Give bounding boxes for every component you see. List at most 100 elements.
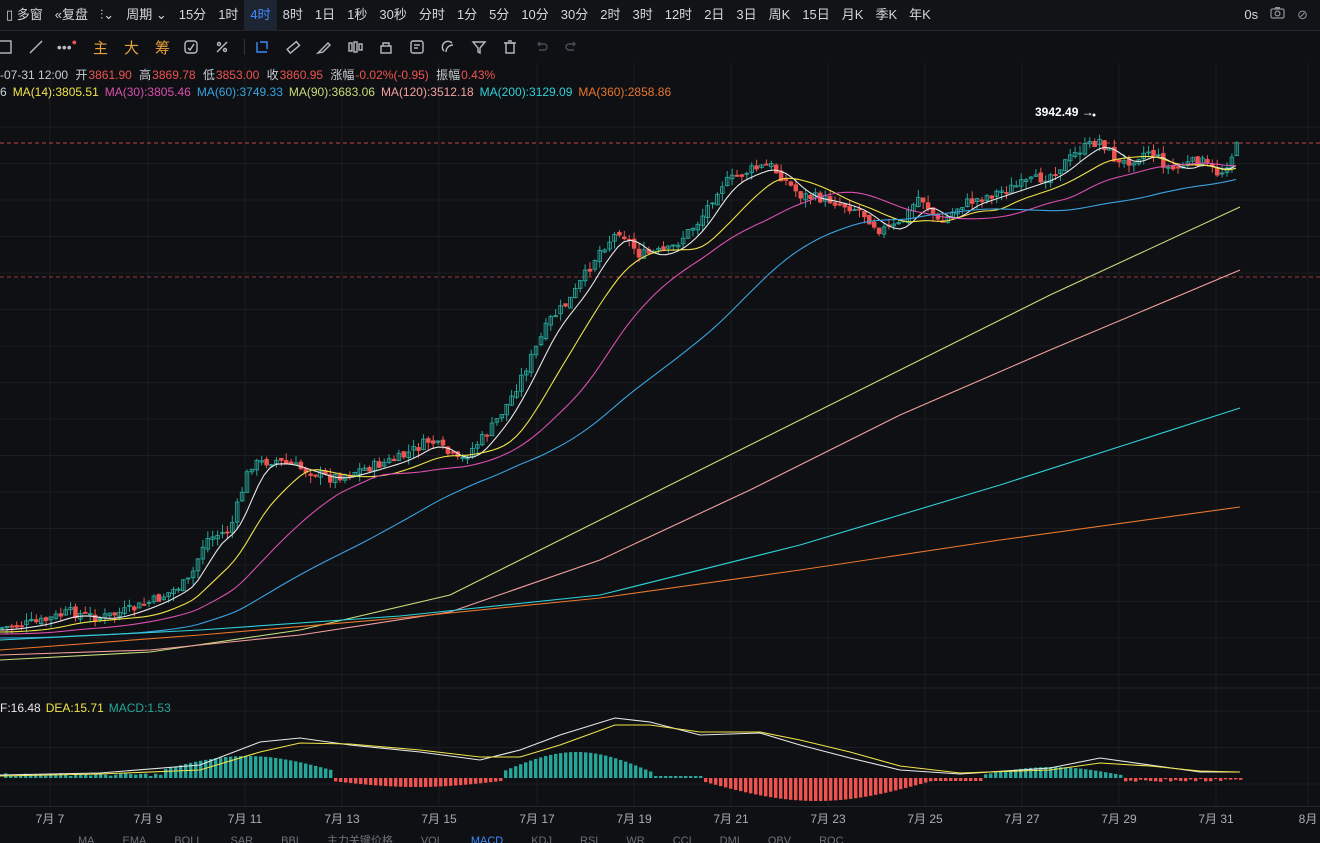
indicator-tab[interactable]: WR <box>626 835 645 843</box>
filter-icon[interactable] <box>466 31 492 63</box>
magnet-icon[interactable] <box>435 31 461 63</box>
candle-body <box>920 197 926 203</box>
candle-body <box>979 199 985 202</box>
time-axis[interactable]: 7月 7 7月 9 7月 11 7月 13 7月 15 7月 17 7月 19 7月 21 7月… <box>0 806 1320 829</box>
macd-bar <box>569 752 573 778</box>
candle-tool-icon[interactable] <box>342 31 368 63</box>
macd-bar <box>1059 767 1063 778</box>
interval-17[interactable]: 周K <box>768 7 791 22</box>
interval-21[interactable]: 年K <box>909 7 931 22</box>
macd-bar <box>254 756 258 778</box>
sync-icon[interactable] <box>178 31 204 63</box>
interval-14[interactable]: 12时 <box>664 7 693 22</box>
interval-11[interactable]: 30分 <box>560 7 589 22</box>
interval-20[interactable]: 季K <box>875 7 898 22</box>
big-order-button[interactable]: 大 <box>124 39 140 57</box>
candle-body <box>151 595 157 603</box>
interval-8[interactable]: 1分 <box>456 7 478 22</box>
interval-9[interactable]: 5分 <box>489 7 510 22</box>
interval-12[interactable]: 2时 <box>600 7 621 22</box>
candle-body <box>239 491 245 502</box>
main-indicator-button[interactable]: 主 <box>93 39 109 57</box>
interval-0[interactable]: 15分 <box>178 7 207 22</box>
candle-body <box>925 202 931 210</box>
settings-icon[interactable]: ⊘ <box>1297 7 1308 22</box>
brush-tool-icon[interactable] <box>311 31 337 63</box>
note-icon[interactable] <box>404 31 430 63</box>
candle-body <box>1112 146 1117 162</box>
interval-15[interactable]: 2日 <box>704 7 725 22</box>
interval-13[interactable]: 3时 <box>632 7 653 22</box>
interval-5[interactable]: 1秒 <box>347 7 368 22</box>
interval-6[interactable]: 30秒 <box>379 7 407 22</box>
indicator-tab[interactable]: CCI <box>672 835 692 843</box>
interval-10[interactable]: 10分 <box>521 7 549 22</box>
candle-body <box>1048 174 1053 184</box>
line-tool-icon[interactable] <box>23 31 49 63</box>
interval-19[interactable]: 月K <box>841 7 864 22</box>
macd-bar <box>1154 778 1158 782</box>
erase-tool-icon[interactable] <box>209 31 235 63</box>
macd-bar <box>1204 778 1208 782</box>
indicator-tab[interactable]: EMA <box>122 835 147 843</box>
indicator-tab[interactable]: VOL <box>420 835 443 843</box>
indicator-tab[interactable]: BBI <box>281 835 299 843</box>
interval-16[interactable]: 3日 <box>736 7 757 22</box>
period-dropdown[interactable]: 周期 ⌄ <box>126 7 167 22</box>
macd-bar <box>1199 778 1203 780</box>
indicator-tab[interactable]: OBV <box>767 835 792 843</box>
candle-body <box>631 238 637 249</box>
interval-1[interactable]: 1时 <box>218 7 239 22</box>
macd-bar <box>59 773 63 778</box>
ma-legend-item: MA(60):3749.33 <box>196 85 283 99</box>
candle-body <box>215 534 220 540</box>
indicator-tab[interactable]: MA <box>78 835 95 843</box>
indicator-tab[interactable]: 主力关键价格 <box>326 835 393 843</box>
trash-icon[interactable] <box>497 31 523 63</box>
macd-bar <box>954 778 958 781</box>
macd-bar <box>554 753 558 778</box>
chart-type-button[interactable]: ⫶⌄ <box>100 7 115 22</box>
indicator-tab[interactable]: KDJ <box>531 835 553 843</box>
lock-icon[interactable] <box>373 31 399 63</box>
restore-button[interactable]: «复盘 <box>54 7 89 22</box>
multi-window-button[interactable]: ▯ 多窗 <box>6 7 43 22</box>
interval-18[interactable]: 15日 <box>802 7 830 22</box>
macd-bar <box>609 756 613 778</box>
camera-icon[interactable] <box>1264 0 1291 30</box>
macd-bar <box>1219 778 1223 781</box>
candle-body <box>984 195 990 201</box>
indicator-tab[interactable]: MACD <box>470 835 504 843</box>
ruler-tool-icon[interactable] <box>280 31 306 63</box>
rectangle-tool-icon[interactable] <box>0 31 18 63</box>
indicator-tab[interactable]: BOLL <box>174 835 203 843</box>
interval-2[interactable]: 4时 <box>244 0 277 30</box>
interval-3[interactable]: 8时 <box>282 7 303 22</box>
macd-bar <box>224 757 228 778</box>
interval-7[interactable]: 分时 <box>418 7 445 22</box>
candle-body <box>1014 185 1019 188</box>
macd-bar <box>489 778 493 783</box>
macd-bar <box>19 775 23 778</box>
macd-bar <box>164 768 168 778</box>
candle-body <box>1170 165 1176 170</box>
undo-icon[interactable] <box>528 31 554 63</box>
chip-button[interactable]: 筹 <box>155 39 171 57</box>
macd-bar <box>484 778 488 783</box>
indicator-tab[interactable]: SAR <box>230 835 254 843</box>
macd-bar <box>979 778 983 781</box>
candle-body <box>715 193 720 206</box>
candle-body <box>279 457 284 461</box>
indicator-tab[interactable]: RSI <box>580 835 599 843</box>
cursor-tool-icon[interactable] <box>249 31 275 63</box>
more-tools-icon[interactable]: ••• ● <box>56 37 78 55</box>
redo-icon[interactable] <box>559 31 585 63</box>
candle-body <box>161 596 166 601</box>
indicator-tab[interactable]: DMI <box>719 835 740 843</box>
indicator-tab[interactable]: ROC <box>819 835 844 843</box>
ma-legend-item: MA(14):3805.51 <box>12 85 99 99</box>
candle-body <box>259 460 264 463</box>
candle-body <box>945 216 950 223</box>
interval-4[interactable]: 1日 <box>314 7 336 22</box>
